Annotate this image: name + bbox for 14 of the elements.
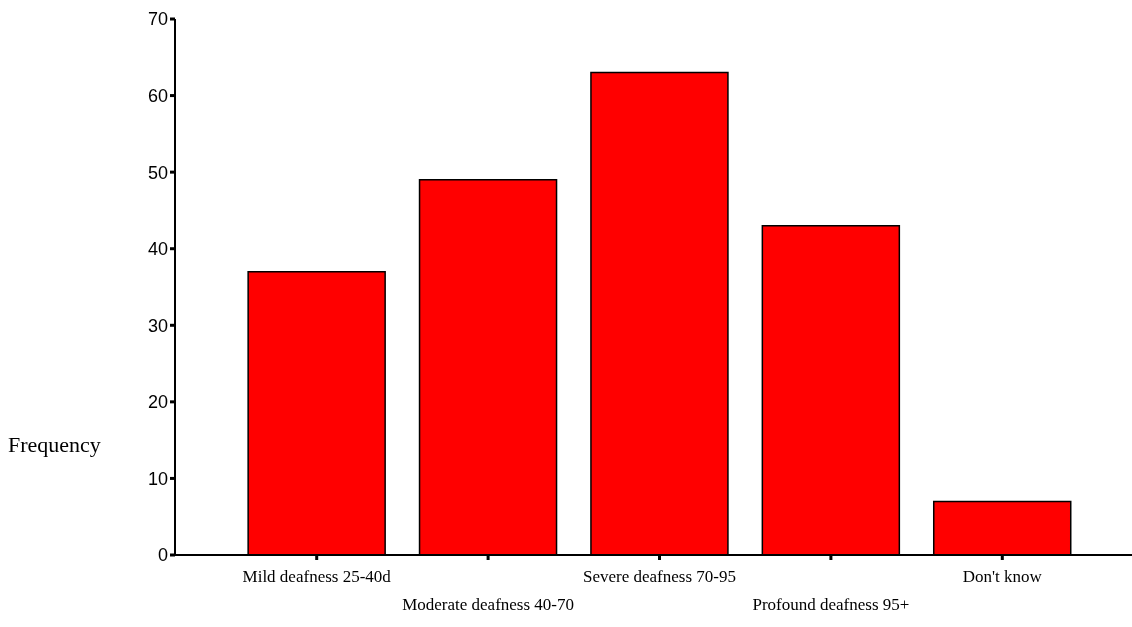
y-tick-label: 0: [157, 545, 168, 566]
x-tick-label: Severe deafness 70-95: [583, 567, 736, 586]
x-tick-label: Profound deafness 95+: [752, 595, 910, 614]
y-tick-label: 50: [147, 162, 168, 183]
y-tick-label: 30: [147, 315, 168, 336]
y-tick-label: 20: [147, 392, 168, 413]
x-tick-label: Moderate deafness 40-70: [402, 595, 575, 614]
y-tick-label: 10: [147, 468, 168, 489]
y-tick-label: 70: [147, 9, 168, 30]
x-tick-label: Mild deafness 25-40d: [242, 567, 392, 586]
y-tick-label: 60: [147, 85, 168, 106]
y-axis-title: Frequency: [8, 432, 101, 457]
x-tick-label: Don't know: [962, 567, 1043, 586]
y-tick-label: 40: [147, 239, 168, 260]
